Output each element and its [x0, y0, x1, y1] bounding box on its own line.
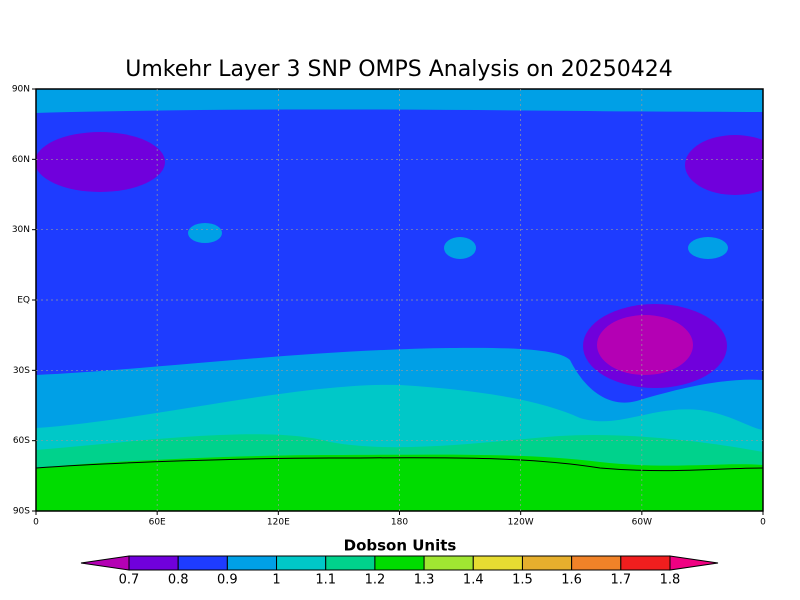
colorbar-segment	[472, 555, 523, 571]
contour-band	[685, 135, 763, 195]
colorbar-label: 1.4	[463, 573, 484, 588]
colorbar-segment	[177, 555, 228, 571]
colorbar-segment	[620, 555, 671, 571]
colorbar-segment	[423, 555, 474, 571]
y-tick-label: 90N	[12, 85, 30, 95]
colorbar-label: 1.8	[660, 573, 681, 588]
contour-band	[188, 223, 222, 243]
colorbar-label: 1.2	[365, 573, 386, 588]
colorbar-title: Dobson Units	[344, 537, 457, 555]
colorbar-label: 1.3	[414, 573, 435, 588]
x-tick-label: 120E	[267, 518, 290, 528]
colorbar-label: 0.7	[119, 573, 140, 588]
colorbar-segment	[325, 555, 376, 571]
colorbar-label: 1.5	[512, 573, 533, 588]
y-tick-label: 60S	[13, 436, 30, 446]
colorbar-segment	[571, 555, 622, 571]
y-tick-label: EQ	[17, 296, 30, 306]
colorbar-segment	[521, 555, 573, 571]
colorbar-segment	[276, 555, 327, 571]
contour-band	[36, 132, 165, 192]
title: Umkehr Layer 3 SNP OMPS Analysis on 2025…	[125, 57, 673, 82]
y-tick-label: 30N	[12, 225, 30, 235]
x-tick-label: 0	[33, 518, 39, 528]
colorbar-label: 1.6	[561, 573, 582, 588]
contour-band	[36, 454, 763, 511]
contour-band	[444, 237, 476, 259]
contour-band	[597, 315, 693, 375]
colorbar-label: 1.7	[610, 573, 631, 588]
x-tick-label: 60W	[632, 518, 652, 528]
x-tick-label: 120W	[508, 518, 534, 528]
colorbar-triangle	[669, 555, 719, 571]
coastline	[36, 457, 763, 472]
y-tick-label: 90S	[13, 507, 30, 517]
colorbar-segment	[226, 555, 278, 571]
colorbar-label: 0.9	[217, 573, 238, 588]
x-tick-label: 0	[760, 518, 766, 528]
x-tick-label: 60E	[149, 518, 166, 528]
colorbar-label: 0.8	[168, 573, 189, 588]
colorbar-segment	[374, 555, 425, 571]
colorbar-label: 1	[272, 573, 280, 588]
colorbar-label: 1.1	[315, 573, 336, 588]
contour-band	[688, 237, 728, 259]
colorbar-triangle	[80, 555, 130, 571]
x-tick-label: 180	[391, 518, 408, 528]
y-tick-label: 30S	[13, 366, 30, 376]
colorbar-segment	[128, 555, 179, 571]
y-tick-label: 60N	[12, 155, 30, 165]
